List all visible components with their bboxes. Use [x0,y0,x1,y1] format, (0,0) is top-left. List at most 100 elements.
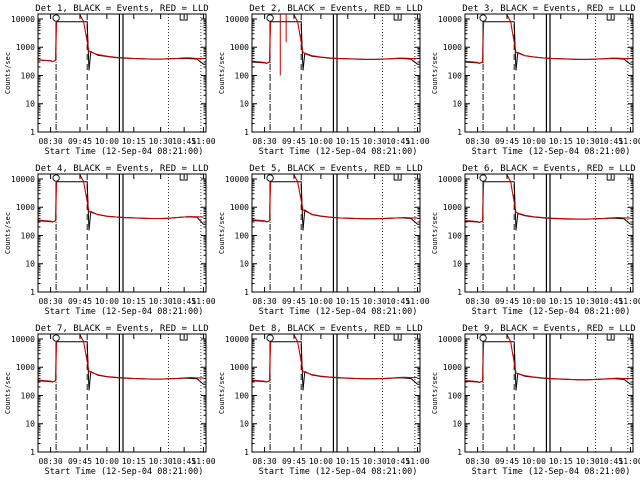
x-tick-label: 09:45 [495,137,519,146]
open-circle-marker [479,334,487,342]
x-tick-label: 10:15 [549,137,573,146]
x-tick-label: 10:15 [336,297,360,306]
y-tick-label: 1000 [16,203,35,212]
y-axis-label: Counts/sec [4,52,12,94]
open-circle-marker [52,334,60,342]
y-tick-label: 100 [21,391,36,400]
x-tick-label: 10:00 [522,297,546,306]
x-tick-label: 10:15 [122,297,146,306]
y-axis-label: Counts/sec [218,212,226,254]
x-tick-label: 10:15 [122,457,146,466]
y-tick-label: 1000 [16,363,35,372]
y-tick-label: 10000 [438,15,462,24]
series-line-events [38,341,206,391]
open-circle-marker [266,14,274,22]
x-tick-label: 10:45 [386,457,410,466]
x-tick-label: 10:30 [149,297,173,306]
x-tick-label: 08:30 [466,137,490,146]
series-line-lld [465,334,631,383]
x-tick-label: 10:00 [309,457,333,466]
y-axis-label: Counts/sec [4,372,12,414]
x-axis-label: Start Time (12-Sep-04 08:21:00) [45,307,204,317]
y-axis-label: Counts/sec [431,212,439,254]
detector-panel-2: Det 2, BLACK = Events, RED = LLD 1 10 100 10… [218,4,430,157]
y-tick-label: 10 [239,420,249,429]
y-tick-label: 1000 [443,43,462,52]
x-tick-label: 08:30 [253,297,277,306]
x-tick-label: 10:00 [309,297,333,306]
panel-title: Det 3, BLACK = Events, RED = LLD [462,4,635,14]
plot-frame [251,173,421,293]
box-step-marker [606,14,615,21]
series-line-lld [38,14,204,63]
x-tick-label: 10:30 [576,297,600,306]
y-tick-label: 1 [30,448,35,457]
plot-frame [464,333,634,453]
detector-panel-9: Det 9, BLACK = Events, RED = LLD 1 10 100 10… [431,324,640,477]
y-tick-label: 100 [448,231,463,240]
y-tick-label: 100 [235,231,250,240]
x-tick-label: 10:45 [172,297,196,306]
x-axis-label: Start Time (12-Sep-04 08:21:00) [45,147,204,157]
box-step-marker [606,334,615,341]
open-circle-marker [479,174,487,182]
panel-title: Det 1, BLACK = Events, RED = LLD [35,4,208,14]
y-tick-label: 1 [30,288,35,297]
x-tick-label: 10:30 [576,137,600,146]
y-tick-label: 1000 [230,203,249,212]
series-line-events [252,21,420,71]
y-tick-label: 100 [21,231,36,240]
y-tick-label: 1 [457,288,462,297]
x-tick-label: 09:45 [495,297,519,306]
x-tick-label: 11:00 [618,297,640,306]
x-tick-label: 09:45 [282,457,306,466]
x-tick-label: 10:45 [599,137,623,146]
x-tick-label: 11:00 [405,457,429,466]
box-step-marker [606,174,615,181]
x-tick-label: 09:45 [282,297,306,306]
series-line-events [465,21,633,71]
y-tick-label: 10000 [11,175,35,184]
y-tick-label: 10000 [438,335,462,344]
box-step-marker [393,14,402,21]
y-axis-label: Counts/sec [4,212,12,254]
x-tick-label: 10:45 [599,297,623,306]
series-line-events [252,341,420,391]
x-tick-label: 11:00 [618,137,640,146]
x-tick-label: 10:30 [363,297,387,306]
plot-frame [464,173,634,293]
panel-title: Det 9, BLACK = Events, RED = LLD [462,324,635,334]
series-line-events [465,341,633,391]
x-tick-label: 10:30 [149,457,173,466]
y-tick-label: 100 [448,71,463,80]
y-tick-label: 1000 [230,43,249,52]
series-line-events [465,181,633,231]
series-line-lld [38,174,204,223]
plot-frame [37,333,207,453]
x-tick-label: 11:00 [618,457,640,466]
detector-panel-3: Det 3, BLACK = Events, RED = LLD 1 10 100 10… [431,4,640,157]
x-axis-label: Start Time (12-Sep-04 08:21:00) [259,147,418,157]
series-line-lld [252,174,418,223]
x-tick-label: 08:30 [253,137,277,146]
detector-panel-5: Det 5, BLACK = Events, RED = LLD 1 10 100 10… [218,164,430,317]
series-line-lld [465,14,631,64]
y-axis-label: Counts/sec [218,372,226,414]
x-tick-label: 08:30 [253,457,277,466]
y-tick-label: 10 [25,100,35,109]
x-tick-label: 10:15 [336,137,360,146]
x-tick-label: 08:30 [39,457,63,466]
series-line-lld [38,334,204,383]
plot-frame [464,13,634,133]
detector-panel-7: Det 7, BLACK = Events, RED = LLD 1 10 100 10… [4,324,216,477]
x-tick-label: 08:30 [39,297,63,306]
y-tick-label: 100 [235,71,250,80]
x-tick-label: 10:00 [95,457,119,466]
y-tick-label: 100 [448,391,463,400]
x-axis-label: Start Time (12-Sep-04 08:21:00) [259,467,418,477]
x-axis-label: Start Time (12-Sep-04 08:21:00) [472,307,631,317]
x-tick-label: 10:15 [336,457,360,466]
box-step-marker [393,174,402,181]
x-tick-label: 10:45 [386,297,410,306]
open-circle-marker [266,334,274,342]
